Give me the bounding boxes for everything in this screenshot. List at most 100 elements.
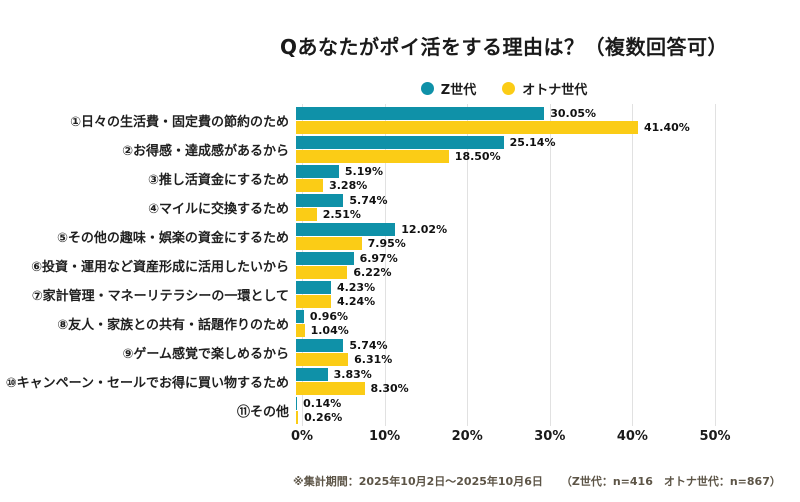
legend-item-z: Z世代 xyxy=(420,79,477,98)
category-label: ④マイルに交換するため xyxy=(147,202,289,217)
chart-title: Qあなたがポイ活をする理由は？（複数回答可） xyxy=(280,35,729,59)
value-label: 41.40% xyxy=(643,121,690,134)
legend-dot-z-icon xyxy=(420,82,434,95)
legend-label-otona: オトナ世代 xyxy=(522,83,588,98)
chart-row: ②お得感・達成感があるから 25.14% 18.50% xyxy=(0,135,800,164)
bar-otona-gen xyxy=(296,237,362,250)
value-label: 4.24% xyxy=(337,295,376,308)
value-label: 6.22% xyxy=(353,266,392,279)
value-label: 25.14% xyxy=(509,136,556,149)
gridline xyxy=(302,104,303,426)
legend: Z世代 オトナ世代 xyxy=(303,79,705,98)
gridline xyxy=(549,104,551,426)
plot-area: 5.74% 6.31% xyxy=(296,338,709,367)
legend-label-z: Z世代 xyxy=(440,83,477,98)
bar-z-gen xyxy=(296,136,504,149)
category-label: ⑥投資・運用など資産形成に活用したいから xyxy=(30,260,289,275)
x-axis-tick: 40% xyxy=(616,429,648,444)
value-label: 3.28% xyxy=(329,179,368,192)
bar-z-gen xyxy=(296,310,304,323)
bar-otona-gen xyxy=(296,353,349,366)
legend-dot-otona-icon xyxy=(502,82,516,95)
bar-chart: ①日々の生活費・固定費の節約のため 30.05% 41.40% ②お得感・達成感がある… xyxy=(0,106,800,425)
plot-area: 12.02% 7.95% xyxy=(296,222,709,251)
chart-row: ⑧友人・家族との共有・話題作りのため 0.96% 1.04% xyxy=(0,309,800,338)
category-label: ⑦家計管理・マネーリテラシーの一環として xyxy=(31,289,289,304)
value-label: 5.74% xyxy=(349,194,388,207)
bar-z-gen xyxy=(296,165,339,178)
bar-otona-gen xyxy=(296,295,332,308)
bar-z-gen xyxy=(296,223,396,236)
value-label: 18.50% xyxy=(454,150,501,163)
plot-area: 30.05% 41.40% xyxy=(296,106,709,135)
plot-area: 5.19% 3.28% xyxy=(296,164,709,193)
bar-z-gen xyxy=(296,339,344,352)
bar-z-gen xyxy=(296,368,328,381)
value-label: 0.14% xyxy=(303,397,342,410)
value-label: 12.02% xyxy=(401,223,448,236)
bar-otona-gen xyxy=(296,411,299,424)
chart-row: ⑤その他の趣味・娯楽の資金にするため 12.02% 7.95% xyxy=(0,222,800,251)
plot-area: 5.74% 2.51% xyxy=(296,193,709,222)
bar-z-gen xyxy=(296,397,298,410)
category-label: ②お得感・達成感があるから xyxy=(121,144,289,159)
x-axis-tick: 50% xyxy=(699,429,731,444)
category-label: ③推し活資金にするため xyxy=(147,173,289,188)
value-label: 1.04% xyxy=(310,324,349,337)
value-label: 6.97% xyxy=(359,252,398,265)
category-label: ⑩キャンペーン・セールでお得に買い物するため xyxy=(5,376,289,391)
value-label: 3.83% xyxy=(333,368,372,381)
gridline xyxy=(632,104,634,426)
value-label: 7.95% xyxy=(367,237,406,250)
plot-area: 4.23% 4.24% xyxy=(296,280,709,309)
legend-item-otona: オトナ世代 xyxy=(502,79,587,98)
chart-row: ⑦家計管理・マネーリテラシーの一環として 4.23% 4.24% xyxy=(0,280,800,309)
bar-otona-gen xyxy=(296,179,324,192)
value-label: 0.96% xyxy=(309,310,349,323)
plot-area: 25.14% 18.50% xyxy=(296,135,709,164)
chart-row: ⑥投資・運用など資産形成に活用したいから 6.97% 6.22% xyxy=(0,251,800,280)
bar-otona-gen xyxy=(296,150,449,163)
value-label: 4.23% xyxy=(336,281,376,294)
category-label: ①日々の生活費・固定費の節約のため xyxy=(69,115,289,130)
x-axis-tick: 0% xyxy=(290,429,314,444)
category-label: ⑧友人・家族との共有・話題作りのため xyxy=(57,318,289,333)
survey-period: ※集計期間：2025年10月2日〜2025年10月6日 xyxy=(293,475,543,488)
plot-area: 0.96% 1.04% xyxy=(296,309,709,338)
bar-z-gen xyxy=(296,194,344,207)
value-label: 5.19% xyxy=(344,165,384,178)
bar-otona-gen xyxy=(296,266,348,279)
x-axis-tick: 30% xyxy=(534,429,566,444)
category-label: ⑤その他の趣味・娯楽の資金にするため xyxy=(56,231,289,246)
value-label: 6.31% xyxy=(354,353,393,366)
bar-z-gen xyxy=(296,281,331,294)
plot-area: 6.97% 6.22% xyxy=(296,251,709,280)
category-label: ⑪その他 xyxy=(236,405,289,420)
chart-row: ③推し活資金にするため 5.19% 3.28% xyxy=(0,164,800,193)
value-label: 2.51% xyxy=(322,208,361,221)
bar-otona-gen xyxy=(296,382,365,395)
bar-z-gen xyxy=(296,107,545,120)
bar-otona-gen xyxy=(296,121,638,134)
value-label: 8.30% xyxy=(370,382,409,395)
survey-note: ※集計期間：2025年10月2日〜2025年10月6日 （Z世代：n=416 オ… xyxy=(293,473,781,489)
value-label: 30.05% xyxy=(550,107,597,120)
x-axis-tick: 20% xyxy=(451,429,483,444)
chart-row: ⑩キャンペーン・セールでお得に買い物するため 3.83% 8.30% xyxy=(0,367,800,396)
gridline xyxy=(467,104,469,426)
chart-row: ①日々の生活費・固定費の節約のため 30.05% 41.40% xyxy=(0,106,800,135)
bar-z-gen xyxy=(296,252,354,265)
gridlines xyxy=(302,104,716,426)
chart-row: ④マイルに交換するため 5.74% 2.51% xyxy=(0,193,800,222)
value-label: 0.26% xyxy=(304,411,343,424)
category-label: ⑨ゲーム感覚で楽しめるから xyxy=(122,347,289,362)
gridline xyxy=(384,104,386,426)
plot-area: 0.14% 0.26% xyxy=(296,396,709,425)
survey-samples: （Z世代：n=416 オトナ世代：n=867） xyxy=(560,475,781,488)
plot-area: 3.83% 8.30% xyxy=(296,367,709,396)
gridline xyxy=(715,104,716,426)
chart-row: ⑪その他 0.14% 0.26% xyxy=(0,396,800,425)
chart-row: ⑨ゲーム感覚で楽しめるから 5.74% 6.31% xyxy=(0,338,800,367)
bar-otona-gen xyxy=(296,208,317,221)
x-axis: 0% 10% 20% 30% 40% 50% xyxy=(291,429,731,447)
